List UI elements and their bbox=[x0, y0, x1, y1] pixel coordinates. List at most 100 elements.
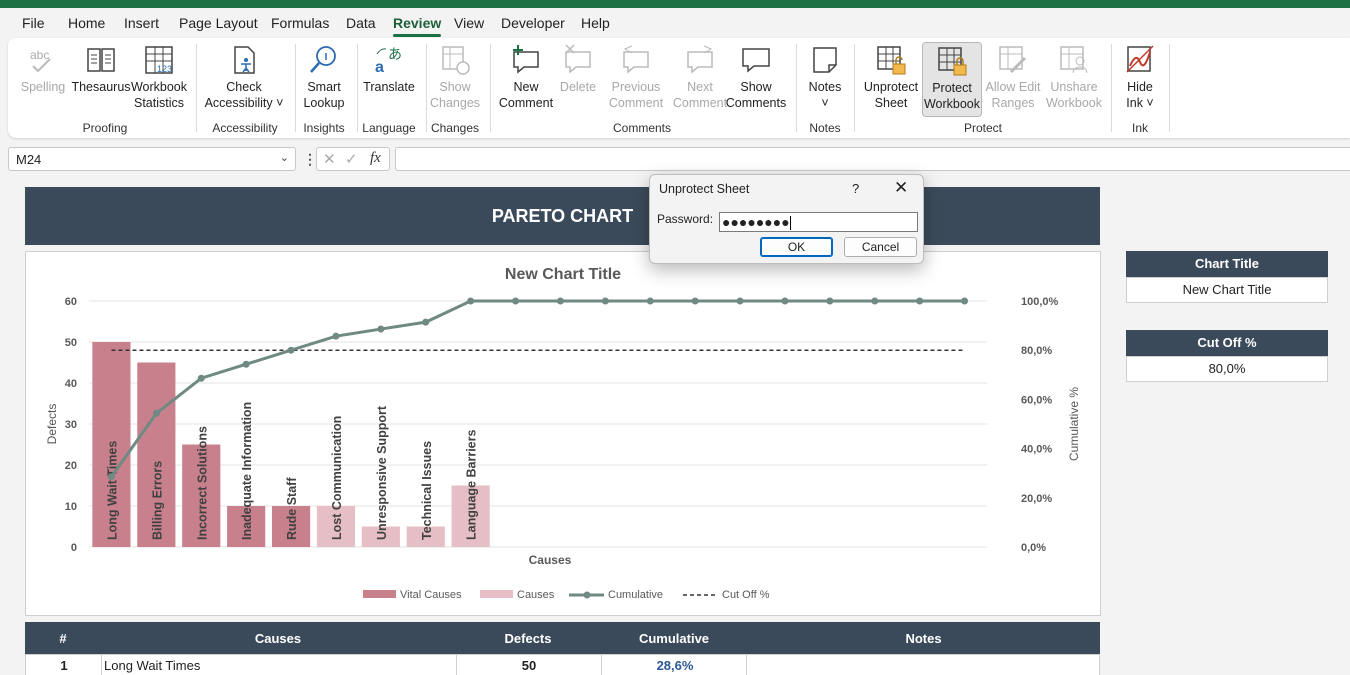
protect-workbook-icon bbox=[938, 47, 967, 76]
notes-label-1: Notes bbox=[808, 80, 842, 94]
help-icon[interactable]: ? bbox=[852, 181, 860, 196]
cumulative-point bbox=[781, 297, 789, 305]
y2-tick-label: 60,0% bbox=[1021, 394, 1052, 406]
cumulative-point bbox=[377, 325, 385, 333]
show-changes-button[interactable]: Show Changes bbox=[430, 42, 480, 111]
password-field[interactable]: ●●●●●●●● bbox=[719, 212, 918, 232]
previous-comment-icon bbox=[623, 45, 649, 74]
group-separator bbox=[295, 44, 296, 132]
next-comment-label-2: Comment bbox=[672, 96, 728, 110]
cutoff-value[interactable]: 80,0% bbox=[1126, 356, 1328, 382]
next-comment-label-1: Next bbox=[687, 80, 713, 94]
password-label: Password: bbox=[657, 212, 714, 226]
cumulative-point bbox=[646, 297, 654, 305]
group-separator bbox=[357, 44, 358, 132]
ok-button[interactable]: OK bbox=[760, 237, 833, 257]
chevron-down-icon[interactable]: ⌄ bbox=[279, 152, 289, 164]
show-comments-button[interactable]: Show Comments bbox=[724, 42, 788, 111]
spelling-label: Spelling bbox=[20, 80, 66, 94]
menu-page-layout[interactable]: Page Layout bbox=[179, 15, 258, 31]
cumulative-point bbox=[916, 297, 924, 305]
row-cause: Long Wait Times bbox=[104, 658, 201, 673]
check-accessibility-label-1: Check bbox=[226, 80, 262, 94]
hide-ink-icon bbox=[1126, 45, 1154, 73]
hide-ink-button[interactable]: Hide Ink ˅ bbox=[1118, 42, 1162, 111]
col-notes: Notes bbox=[905, 631, 942, 646]
show-comments-icon bbox=[742, 48, 770, 73]
unshare-workbook-button[interactable]: Unshare Workbook bbox=[1044, 42, 1104, 111]
chart-title-header: Chart Title bbox=[1126, 251, 1328, 277]
smart-lookup-label-2: Lookup bbox=[303, 96, 345, 110]
unshare-workbook-icon bbox=[1060, 46, 1088, 74]
next-comment-button[interactable]: Next Comment bbox=[670, 42, 730, 111]
table-row[interactable]: 1 Long Wait Times 50 28,6% bbox=[25, 654, 1100, 675]
delete-comment-label: Delete bbox=[559, 80, 597, 94]
legend-swatch-vital bbox=[363, 590, 396, 598]
smart-lookup-icon bbox=[310, 46, 336, 73]
statistics-icon: 123 bbox=[145, 46, 173, 74]
col-cumulative: Cumulative bbox=[638, 631, 710, 646]
translate-label: Translate bbox=[363, 80, 415, 94]
formula-input[interactable] bbox=[395, 147, 1350, 171]
cancel-icon[interactable]: ✕ bbox=[323, 151, 336, 168]
menu-developer[interactable]: Developer bbox=[501, 15, 565, 31]
category-label: Incorrect Solutions bbox=[195, 426, 209, 540]
more-options-icon[interactable]: ⋮ bbox=[303, 151, 317, 167]
cumulative-point bbox=[287, 346, 295, 354]
category-label: Inadequate Information bbox=[240, 402, 254, 540]
unshare-workbook-label-2: Workbook bbox=[1045, 96, 1103, 110]
menu-file[interactable]: File bbox=[22, 15, 45, 31]
group-separator bbox=[1169, 44, 1170, 132]
menu-bar: File Home Insert Page Layout Formulas Da… bbox=[0, 8, 1350, 38]
cancel-button[interactable]: Cancel bbox=[844, 237, 917, 257]
new-comment-label-2: Comment bbox=[498, 96, 554, 110]
text-cursor bbox=[789, 216, 791, 231]
protect-workbook-button[interactable]: Protect Workbook bbox=[922, 42, 982, 117]
chart-title-value[interactable]: New Chart Title bbox=[1126, 277, 1328, 303]
legend-marker-cumulative bbox=[583, 591, 591, 599]
thesaurus-button[interactable]: Thesaurus bbox=[70, 42, 132, 95]
show-changes-label-1: Show bbox=[439, 80, 471, 94]
name-box[interactable]: M24 ⌄ bbox=[8, 147, 296, 171]
title-bar-strip bbox=[0, 0, 1350, 8]
menu-formulas[interactable]: Formulas bbox=[271, 15, 330, 31]
table-header: # Causes Defects Cumulative Notes bbox=[25, 622, 1100, 654]
enter-icon[interactable]: ✓ bbox=[345, 151, 358, 168]
menu-data[interactable]: Data bbox=[346, 15, 376, 31]
dialog-title: Unprotect Sheet bbox=[659, 182, 750, 196]
menu-review[interactable]: Review bbox=[393, 15, 442, 37]
y-tick-label: 0 bbox=[71, 542, 77, 554]
row-number: 1 bbox=[60, 658, 68, 673]
legend-label-cutoff: Cut Off % bbox=[722, 589, 770, 601]
new-comment-button[interactable]: New Comment bbox=[496, 42, 556, 111]
chart-title-card: Chart Title New Chart Title bbox=[1126, 251, 1328, 303]
allow-edit-ranges-button[interactable]: Allow Edit Ranges bbox=[984, 42, 1042, 111]
menu-help[interactable]: Help bbox=[581, 15, 610, 31]
workbook-statistics-button[interactable]: 123 Workbook Statistics bbox=[130, 42, 188, 111]
pareto-chart[interactable]: New Chart Title 0 10 20 30 40 50 60 0,0% 20,0% 40,… bbox=[25, 251, 1101, 616]
category-label: Unresponsive Support bbox=[375, 405, 389, 540]
new-comment-icon bbox=[513, 45, 539, 74]
ribbon: abc Spelling Thesaurus 123 Workbook Stat… bbox=[8, 38, 1350, 138]
check-accessibility-button[interactable]: Check Accessibility ˅ bbox=[204, 42, 284, 111]
col-number: # bbox=[59, 631, 67, 646]
previous-comment-button[interactable]: Previous Comment bbox=[603, 42, 669, 111]
cumulative-point bbox=[691, 297, 699, 305]
close-icon[interactable]: ✕ bbox=[894, 178, 909, 197]
cell-divider bbox=[456, 655, 457, 675]
notes-button[interactable]: Notes ˅ bbox=[803, 42, 847, 111]
menu-home[interactable]: Home bbox=[68, 15, 106, 31]
unprotect-sheet-button[interactable]: Unprotect Sheet bbox=[861, 42, 921, 111]
category-label: Lost Communication bbox=[330, 416, 344, 540]
spelling-button[interactable]: abc Spelling bbox=[18, 42, 68, 95]
smart-lookup-button[interactable]: Smart Lookup bbox=[299, 42, 349, 111]
menu-view[interactable]: View bbox=[454, 15, 485, 31]
worksheet[interactable]: PARETO CHART New Chart Title 0 10 20 30 40 50 6… bbox=[0, 179, 1350, 675]
row-defects: 50 bbox=[521, 658, 537, 673]
menu-insert[interactable]: Insert bbox=[124, 15, 160, 31]
delete-comment-button[interactable]: Delete bbox=[557, 42, 599, 95]
insert-function-icon[interactable]: fx bbox=[370, 150, 381, 166]
bar-vital bbox=[137, 362, 176, 547]
spelling-icon: abc bbox=[30, 48, 51, 73]
